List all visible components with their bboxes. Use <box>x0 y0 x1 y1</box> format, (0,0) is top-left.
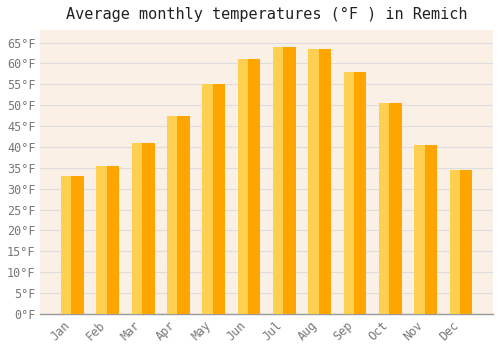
Bar <box>96 166 106 314</box>
Bar <box>308 49 331 314</box>
Bar <box>414 145 437 314</box>
Title: Average monthly temperatures (°F ) in Remich: Average monthly temperatures (°F ) in Re… <box>66 7 468 22</box>
Bar <box>379 103 389 314</box>
Bar <box>344 72 366 314</box>
Bar <box>61 176 84 314</box>
Bar <box>96 166 119 314</box>
Bar <box>273 47 283 314</box>
Bar <box>308 49 318 314</box>
Bar <box>238 59 248 314</box>
Bar <box>132 143 154 314</box>
Bar <box>202 84 212 314</box>
Bar <box>450 170 460 314</box>
Bar <box>273 47 296 314</box>
Bar <box>61 176 71 314</box>
Bar <box>167 116 177 314</box>
Bar <box>132 143 142 314</box>
Bar <box>238 59 260 314</box>
Bar <box>344 72 354 314</box>
Bar <box>414 145 424 314</box>
Bar <box>450 170 472 314</box>
Bar <box>167 116 190 314</box>
Bar <box>379 103 402 314</box>
Bar <box>202 84 225 314</box>
